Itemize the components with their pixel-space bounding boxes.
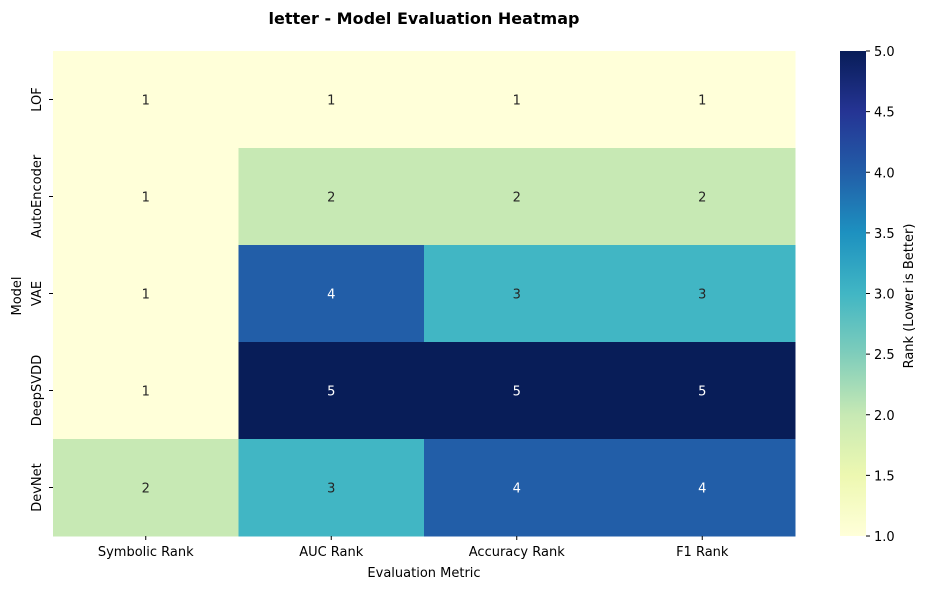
heatmap-cell-2-3 <box>609 245 796 343</box>
heatmap-cell-4-0 <box>53 439 239 537</box>
x-tick-label: F1 Rank <box>676 545 729 560</box>
heatmap-cell-2-2 <box>424 245 610 343</box>
colorbar-tick-label: 4.5 <box>874 106 895 121</box>
cell-value-label: 1 <box>142 385 150 400</box>
y-axis-label: Model <box>10 276 25 315</box>
heatmap-cell-0-1 <box>238 51 425 149</box>
heatmap-cell-0-0 <box>53 51 239 149</box>
colorbar-tick-label: 3.5 <box>874 227 895 242</box>
cell-value-label: 3 <box>327 482 335 497</box>
cell-value-label: 5 <box>327 385 335 400</box>
cell-value-label: 1 <box>142 191 150 206</box>
heatmap-cell-3-3 <box>609 342 796 440</box>
y-axis-ticks: LOF AutoEncoder VAE DeepSVDD DevNet <box>30 87 53 512</box>
cell-value-label: 1 <box>327 94 335 109</box>
y-tick-label: AutoEncoder <box>30 154 45 238</box>
heatmap-cell-3-0 <box>53 342 239 440</box>
colorbar <box>840 51 866 536</box>
cell-value-label: 1 <box>142 288 150 303</box>
heatmap-cell-2-1 <box>238 245 425 343</box>
y-tick-label: DevNet <box>30 463 45 512</box>
colorbar-tick-label: 1.0 <box>874 530 895 545</box>
cell-value-label: 1 <box>698 94 706 109</box>
heatmap-cell-4-2 <box>424 439 610 537</box>
x-tick-label: Accuracy Rank <box>469 545 565 560</box>
heatmap-cell-0-3 <box>609 51 796 149</box>
cell-value-label: 5 <box>698 385 706 400</box>
cell-value-label: 4 <box>327 288 335 303</box>
heatmap-cell-1-2 <box>424 148 610 246</box>
x-axis-ticks: Symbolic Rank AUC Rank Accuracy Rank F1 Ran… <box>98 536 729 560</box>
y-tick-label: LOF <box>30 87 45 112</box>
colorbar-label: Rank (Lower is Better) <box>902 224 917 369</box>
colorbar-ticks: 1.0 1.5 2.0 2.5 3.0 3.5 4.0 4.5 5.0 <box>866 45 895 545</box>
cell-value-label: 3 <box>513 288 521 303</box>
cell-value-label: 2 <box>698 191 706 206</box>
cell-value-label: 4 <box>698 482 706 497</box>
colorbar-tick-label: 2.5 <box>874 348 895 363</box>
cell-value-label: 1 <box>142 94 150 109</box>
x-tick-label: AUC Rank <box>299 545 364 560</box>
colorbar-tick-label: 5.0 <box>874 45 895 60</box>
heatmap-cell-1-0 <box>53 148 239 246</box>
cell-value-label: 3 <box>698 288 706 303</box>
colorbar-tick-label: 1.5 <box>874 469 895 484</box>
heatmap-cell-labels: 1 1 1 1 1 2 2 2 1 4 3 3 1 5 5 5 2 3 4 4 <box>142 94 707 497</box>
heatmap-cell-4-3 <box>609 439 796 537</box>
y-tick-label: DeepSVDD <box>30 355 45 426</box>
x-axis-label: Evaluation Metric <box>367 566 480 581</box>
colorbar-tick-label: 3.0 <box>874 288 895 303</box>
chart-title: letter - Model Evaluation Heatmap <box>269 9 580 28</box>
colorbar-tick-label: 2.0 <box>874 409 895 424</box>
cell-value-label: 4 <box>513 482 521 497</box>
colorbar-tick-label: 4.0 <box>874 166 895 181</box>
heatmap-cell-0-2 <box>424 51 610 149</box>
cell-value-label: 2 <box>142 482 150 497</box>
heatmap-cell-2-0 <box>53 245 239 343</box>
cell-value-label: 2 <box>513 191 521 206</box>
y-tick-label: VAE <box>30 281 45 306</box>
heatmap-cell-3-1 <box>238 342 425 440</box>
heatmap-cell-3-2 <box>424 342 610 440</box>
x-tick-label: Symbolic Rank <box>98 545 194 560</box>
cell-value-label: 2 <box>327 191 335 206</box>
cell-value-label: 5 <box>513 385 521 400</box>
heatmap-cell-1-3 <box>609 148 796 246</box>
heatmap-cell-1-1 <box>238 148 425 246</box>
cell-value-label: 1 <box>513 94 521 109</box>
heatmap-cell-4-1 <box>238 439 425 537</box>
heatmap-cells <box>53 51 796 537</box>
